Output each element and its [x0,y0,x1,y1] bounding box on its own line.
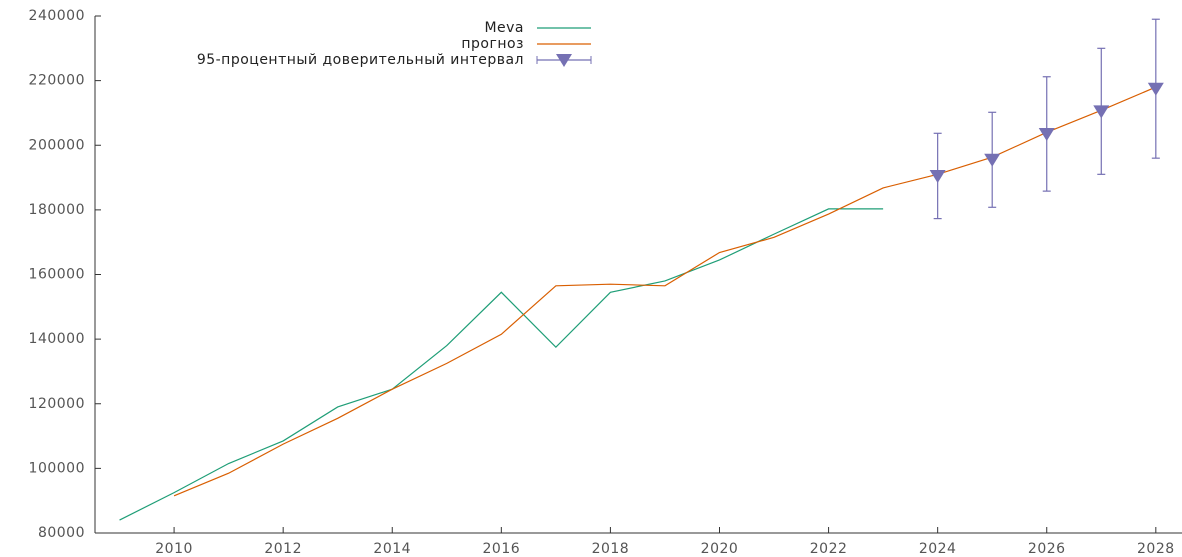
y-tick-label: 200000 [29,137,85,153]
legend-label: прогноз [461,36,524,52]
y-tick-label: 220000 [29,73,85,89]
marker [984,153,1001,167]
y-tick-label: 240000 [29,8,85,24]
series-line [173,86,1157,497]
y-tick-label: 160000 [29,267,85,283]
x-tick-label: 2026 [1028,541,1066,557]
y-tick-label: 180000 [29,202,85,218]
x-tick-label: 2018 [592,541,630,557]
marker [1093,105,1110,119]
x-tick-label: 2010 [155,541,193,557]
legend-label: Meva [484,20,524,36]
y-tick-label: 140000 [29,331,85,347]
y-tick-label: 100000 [29,460,85,476]
x-tick-label: 2012 [264,541,302,557]
marker [929,169,946,183]
y-tick-label: 80000 [38,525,85,541]
x-tick-label: 2024 [919,541,957,557]
legend-label: 95-процентный доверительный интервал [197,52,524,68]
legend-marker [556,54,572,67]
y-tick-label: 120000 [29,396,85,412]
x-tick-label: 2022 [810,541,848,557]
x-tick-label: 2014 [373,541,411,557]
x-tick-label: 2016 [483,541,521,557]
marker [1147,82,1164,96]
x-tick-label: 2028 [1137,541,1175,557]
x-tick-label: 2020 [701,541,739,557]
marker [1038,127,1055,141]
series-line [119,208,884,521]
